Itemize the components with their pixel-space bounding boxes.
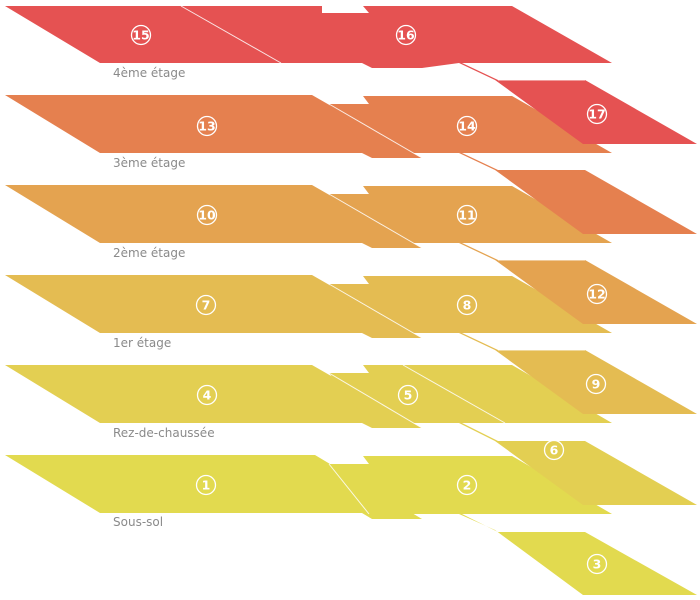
seam-line: [328, 372, 423, 429]
room-badge-circle: [395, 24, 417, 46]
room-10-shape[interactable]: [5, 185, 422, 248]
room-badge-label: 9: [592, 377, 601, 392]
room-badge-14[interactable]: 14: [456, 115, 478, 137]
floor-label-second: 2ème étage: [113, 246, 185, 260]
room-badge-7[interactable]: 7: [195, 294, 217, 316]
room-badge-label: 15: [132, 28, 149, 43]
room-badge-label: 13: [198, 119, 215, 134]
floor-basement: Sous-sol 1 2 3: [5, 455, 697, 595]
room-badge-circle: [196, 204, 218, 226]
room-badge-circle: [543, 439, 565, 461]
floor-third: 3ème étage 13 14: [5, 95, 697, 234]
room-14-shape[interactable]: [329, 96, 697, 234]
room-badge-label: 4: [203, 388, 212, 403]
room-badge-circle: [456, 294, 478, 316]
room-badge-circle: [196, 384, 218, 406]
room-badge-1[interactable]: 1: [195, 474, 217, 496]
seam-line: [180, 5, 282, 64]
seam-line: [328, 463, 370, 515]
floor-label-fourth: 4ème étage: [113, 66, 185, 80]
room-badge-label: 17: [588, 107, 605, 122]
room-badge-4[interactable]: 4: [196, 384, 218, 406]
room-badge-label: 3: [593, 557, 602, 572]
room-badge-16[interactable]: 16: [395, 24, 417, 46]
room-badge-15[interactable]: 15: [130, 24, 152, 46]
room-badge-circle: [586, 553, 608, 575]
floor-label-basement: Sous-sol: [113, 515, 163, 529]
room-2-shape[interactable]: [329, 456, 697, 595]
room-badge-3[interactable]: 3: [586, 553, 608, 575]
floor-first: 1er étage 7 8 9: [5, 275, 697, 414]
room-badge-label: 5: [404, 388, 413, 403]
seam-line: [328, 193, 423, 249]
room-badge-circle: [585, 373, 607, 395]
room-badge-label: 1: [202, 478, 211, 493]
floor-ground: Rez-de-chaussée 4 5 6: [5, 364, 697, 505]
room-badge-circle: [130, 24, 152, 46]
room-badge-8[interactable]: 8: [456, 294, 478, 316]
room-badge-11[interactable]: 11: [456, 204, 478, 226]
room-badge-circle: [456, 115, 478, 137]
room-badge-10[interactable]: 10: [196, 204, 218, 226]
floor-label-first: 1er étage: [113, 336, 171, 350]
room-badge-label: 16: [397, 28, 415, 43]
room-badge-9[interactable]: 9: [585, 373, 607, 395]
room-5-6-shape[interactable]: [329, 365, 697, 505]
room-13-shape[interactable]: [5, 95, 422, 158]
floor-fourth: 4ème étage 15 16 17: [5, 5, 697, 144]
room-badge-label: 12: [588, 287, 605, 302]
floor-second: 2ème étage 10 11 12: [5, 185, 697, 324]
room-badge-circle: [195, 474, 217, 496]
seam-line: [328, 283, 423, 339]
room-badge-circle: [586, 283, 608, 305]
room-badge-5[interactable]: 5: [397, 384, 419, 406]
floor-label-third: 3ème étage: [113, 156, 185, 170]
room-badge-2[interactable]: 2: [456, 474, 478, 496]
room-badge-13[interactable]: 13: [196, 115, 218, 137]
room-badge-circle: [195, 294, 217, 316]
room-badge-label: 14: [458, 119, 476, 134]
room-badge-circle: [456, 204, 478, 226]
room-badge-label: 7: [202, 298, 211, 313]
room-7-shape[interactable]: [5, 275, 422, 338]
seam-line: [328, 103, 423, 159]
room-badge-label: 11: [458, 208, 475, 223]
room-15-16-shape[interactable]: [5, 6, 697, 144]
floor-label-ground: Rez-de-chaussée: [113, 426, 215, 440]
seam-line: [402, 364, 506, 424]
room-badge-17[interactable]: 17: [586, 103, 608, 125]
room-badge-label: 2: [463, 478, 472, 493]
room-badge-label: 6: [550, 443, 559, 458]
room-badge-6[interactable]: 6: [543, 439, 565, 461]
room-badge-label: 8: [463, 298, 472, 313]
room-badge-circle: [196, 115, 218, 137]
room-badge-12[interactable]: 12: [586, 283, 608, 305]
room-badge-circle: [456, 474, 478, 496]
room-4-shape[interactable]: [5, 365, 422, 428]
room-1-shape[interactable]: [5, 455, 422, 519]
room-badge-circle: [586, 103, 608, 125]
room-badge-circle: [397, 384, 419, 406]
room-badge-label: 10: [198, 208, 216, 223]
